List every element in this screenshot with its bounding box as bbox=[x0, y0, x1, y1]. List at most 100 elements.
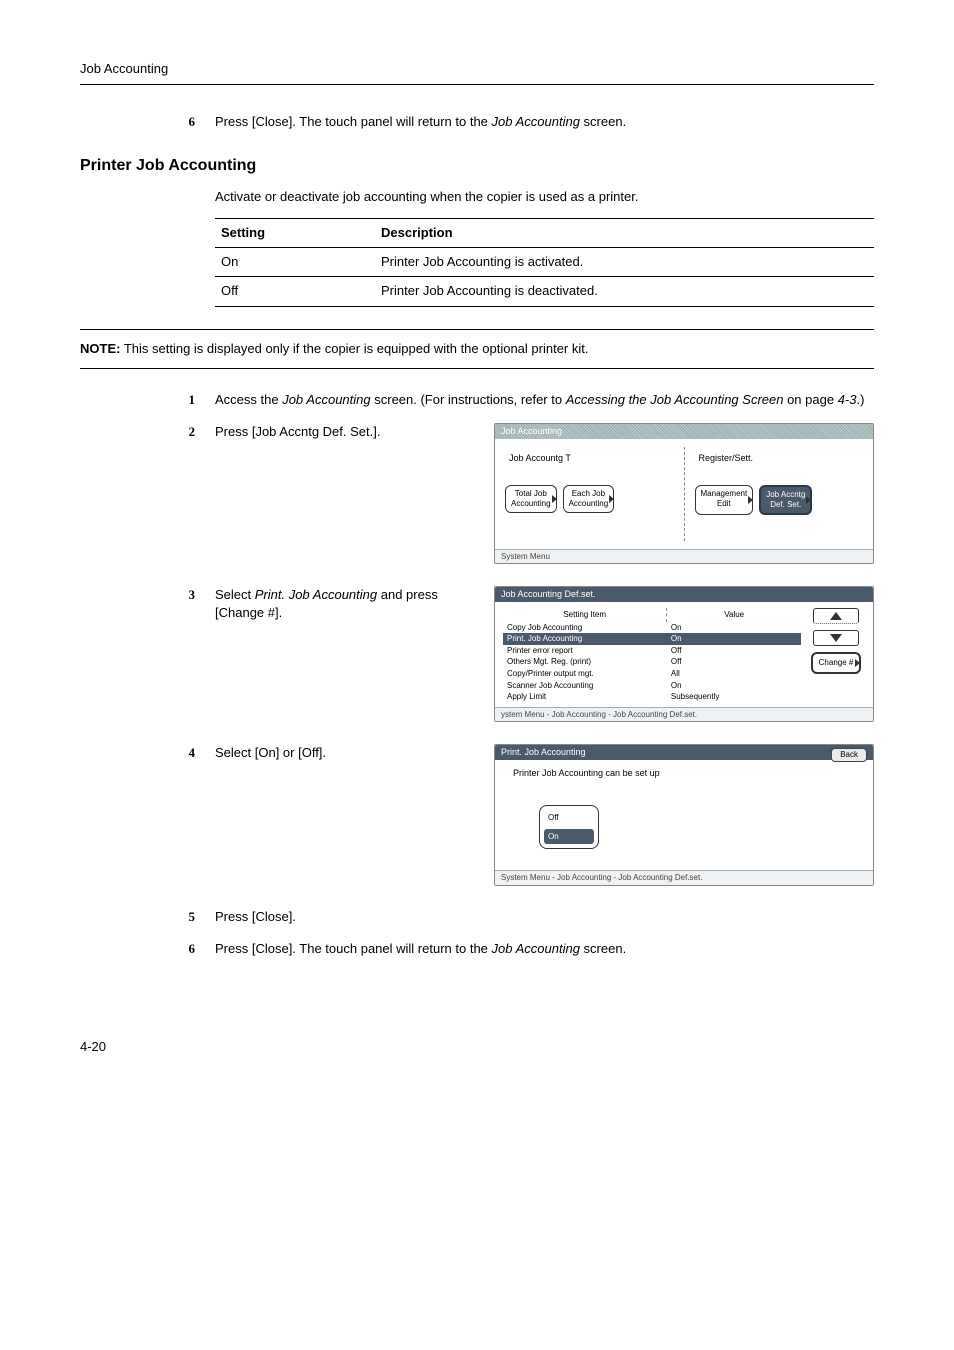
text: Press [Close]. The touch panel will retu… bbox=[215, 941, 492, 956]
list-item[interactable]: Copy Job AccountingOn bbox=[503, 622, 801, 634]
btn-line2: Accounting bbox=[569, 499, 609, 508]
item: Printer error report bbox=[503, 645, 667, 657]
cell-setting: Off bbox=[215, 277, 375, 306]
btn-line1: Each Job bbox=[572, 489, 605, 498]
btn-line2: Accounting bbox=[511, 499, 551, 508]
screen-title: Print. Job Accounting bbox=[495, 745, 873, 760]
step-body: Select Print. Job Accounting and press [… bbox=[215, 586, 494, 730]
step-body: Press [Close]. The touch panel will retu… bbox=[215, 940, 874, 958]
table-row: On Printer Job Accounting is activated. bbox=[215, 248, 874, 277]
cell-setting: On bbox=[215, 248, 375, 277]
btn-line1: Total Job bbox=[515, 489, 547, 498]
step-number: 2 bbox=[80, 423, 215, 572]
job-accntg-def-set-button[interactable]: Job Accntg Def. Set. bbox=[759, 485, 812, 514]
settings-table: Setting Description On Printer Job Accou… bbox=[215, 218, 874, 307]
text: screen. bbox=[580, 114, 626, 129]
list-item[interactable]: Printer error reportOff bbox=[503, 645, 801, 657]
status-bar: System Menu - Job Accounting - Job Accou… bbox=[495, 870, 873, 885]
item: Print. Job Accounting bbox=[503, 633, 667, 645]
note-text: This setting is displayed only if the co… bbox=[120, 341, 588, 356]
chevron-down-icon bbox=[830, 634, 842, 642]
chevron-up-icon bbox=[830, 612, 842, 620]
step-number: 4 bbox=[80, 744, 215, 893]
text-italic: Print. Job Accounting bbox=[255, 587, 377, 602]
step-row: 2 Press [Job Accntg Def. Set.]. Job Acco… bbox=[80, 423, 874, 572]
settings-table-wrap: Setting Description On Printer Job Accou… bbox=[215, 218, 874, 307]
text: screen. bbox=[580, 941, 626, 956]
chevron-right-icon bbox=[806, 496, 811, 504]
running-header: Job Accounting bbox=[80, 60, 874, 85]
option-off[interactable]: Off bbox=[544, 810, 594, 826]
value: Subsequently bbox=[667, 691, 801, 703]
step-body: Press [Job Accntg Def. Set.]. bbox=[215, 423, 494, 572]
step-body: Select [On] or [Off]. bbox=[215, 744, 494, 893]
step-number: 3 bbox=[80, 586, 215, 730]
screenshot-job-accounting: Job Accounting Job Accountg T Total Job … bbox=[494, 423, 874, 564]
back-button[interactable]: Back bbox=[831, 748, 867, 762]
change-button[interactable]: Change # bbox=[811, 652, 861, 674]
left-heading: Job Accountg T bbox=[509, 453, 674, 464]
text: .) bbox=[856, 392, 864, 407]
management-edit-button[interactable]: Management Edit bbox=[695, 485, 754, 514]
btn-label: Change # bbox=[819, 658, 854, 667]
step-row: 4 Select [On] or [Off]. Print. Job Accou… bbox=[80, 744, 874, 893]
page-number: 4-20 bbox=[80, 1038, 874, 1056]
value: On bbox=[667, 622, 801, 634]
list-item[interactable]: Copy/Printer output mgt.All bbox=[503, 668, 801, 680]
status-bar: ystem Menu - Job Accounting - Job Accoun… bbox=[495, 707, 873, 722]
text-italic: Job Accounting bbox=[492, 941, 580, 956]
list-item[interactable]: Scanner Job AccountingOn bbox=[503, 680, 801, 692]
list-item[interactable]: Print. Job AccountingOn bbox=[503, 633, 801, 645]
step-number: 1 bbox=[80, 391, 215, 409]
chevron-right-icon bbox=[855, 659, 860, 667]
item: Copy/Printer output mgt. bbox=[503, 668, 667, 680]
text: Access the bbox=[215, 392, 282, 407]
note-box: NOTE: This setting is displayed only if … bbox=[80, 329, 874, 369]
step-number: 5 bbox=[80, 908, 215, 926]
list-item[interactable]: Apply LimitSubsequently bbox=[503, 691, 801, 703]
list-item[interactable]: Others Mgt. Reg. (print)Off bbox=[503, 656, 801, 668]
item: Scanner Job Accounting bbox=[503, 680, 667, 692]
text: screen. (For instructions, refer to bbox=[371, 392, 566, 407]
text: Select bbox=[215, 587, 255, 602]
item: Apply Limit bbox=[503, 691, 667, 703]
item: Copy Job Accounting bbox=[503, 622, 667, 634]
step-body: Press [Close]. bbox=[215, 908, 874, 926]
right-heading: Register/Sett. bbox=[699, 453, 864, 464]
step-row: 3 Select Print. Job Accounting and press… bbox=[80, 586, 874, 730]
btn-line1: Job Accntg bbox=[766, 490, 805, 499]
btn-line2: Def. Set. bbox=[770, 500, 801, 509]
option-group: Off On bbox=[539, 805, 599, 849]
pre-step-row: 6 Press [Close]. The touch panel will re… bbox=[80, 113, 874, 131]
scroll-down-button[interactable] bbox=[813, 630, 859, 646]
text-italic: Job Accounting bbox=[492, 114, 580, 129]
chevron-right-icon bbox=[552, 495, 557, 503]
btn-line1: Management bbox=[701, 489, 748, 498]
step-body: Access the Job Accounting screen. (For i… bbox=[215, 391, 874, 409]
btn-line2: Edit bbox=[717, 499, 731, 508]
text: Press [Close]. The touch panel will retu… bbox=[215, 114, 492, 129]
text-italic: 4-3 bbox=[838, 392, 857, 407]
text: Press [Close]. bbox=[215, 909, 296, 924]
text: Press [Job Accntg Def. Set.]. bbox=[215, 424, 380, 439]
step-number: 6 bbox=[80, 113, 215, 131]
step-number: 6 bbox=[80, 940, 215, 958]
screenshot-wrap: Job Accounting Def.set. Setting Item Val… bbox=[494, 586, 874, 730]
text-italic: Accessing the Job Accounting Screen bbox=[566, 392, 784, 407]
chevron-right-icon bbox=[609, 495, 614, 503]
value: Off bbox=[667, 656, 801, 668]
step-row: 5 Press [Close]. bbox=[80, 908, 874, 926]
section-title: Printer Job Accounting bbox=[80, 155, 874, 177]
scroll-up-button[interactable] bbox=[813, 608, 859, 624]
subtitle: Printer Job Accounting can be set up bbox=[513, 768, 863, 779]
intro-paragraph: Activate or deactivate job accounting wh… bbox=[215, 188, 874, 206]
step-body: Press [Close]. The touch panel will retu… bbox=[215, 113, 874, 131]
option-on[interactable]: On bbox=[544, 829, 594, 845]
value: All bbox=[667, 668, 801, 680]
total-job-accounting-button[interactable]: Total Job Accounting bbox=[505, 485, 557, 512]
value: On bbox=[667, 633, 801, 645]
cell-desc: Printer Job Accounting is activated. bbox=[375, 248, 874, 277]
screenshot-def-set: Job Accounting Def.set. Setting Item Val… bbox=[494, 586, 874, 722]
each-job-accounting-button[interactable]: Each Job Accounting bbox=[563, 485, 615, 512]
item: Others Mgt. Reg. (print) bbox=[503, 656, 667, 668]
